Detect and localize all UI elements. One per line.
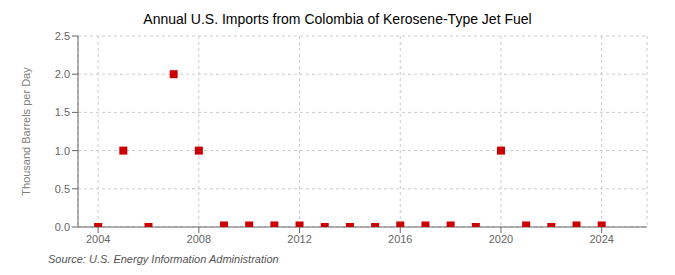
svg-text:Thousand Barrels per Day: Thousand Barrels per Day (20, 67, 32, 196)
svg-text:2012: 2012 (287, 233, 311, 245)
html-text:Source: U.S. Energy Informatio: Source: U.S. Energy Information Administ… (48, 253, 279, 265)
svg-text:2020: 2020 (489, 233, 513, 245)
svg-text:1.5: 1.5 (55, 106, 70, 118)
svg-text:1.0: 1.0 (55, 145, 70, 157)
svg-text:0.5: 0.5 (55, 183, 70, 195)
svg-text:2.0: 2.0 (55, 68, 70, 80)
svg-text:2016: 2016 (388, 233, 412, 245)
svg-text:0.0: 0.0 (55, 221, 70, 233)
svg-text:2024: 2024 (589, 233, 613, 245)
svg-text:2004: 2004 (86, 233, 110, 245)
svg-text:2.5: 2.5 (55, 30, 70, 42)
html-text:Annual U.S. Imports from Colom: Annual U.S. Imports from Colombia of Ker… (143, 11, 532, 27)
svg-text:2008: 2008 (187, 233, 211, 245)
